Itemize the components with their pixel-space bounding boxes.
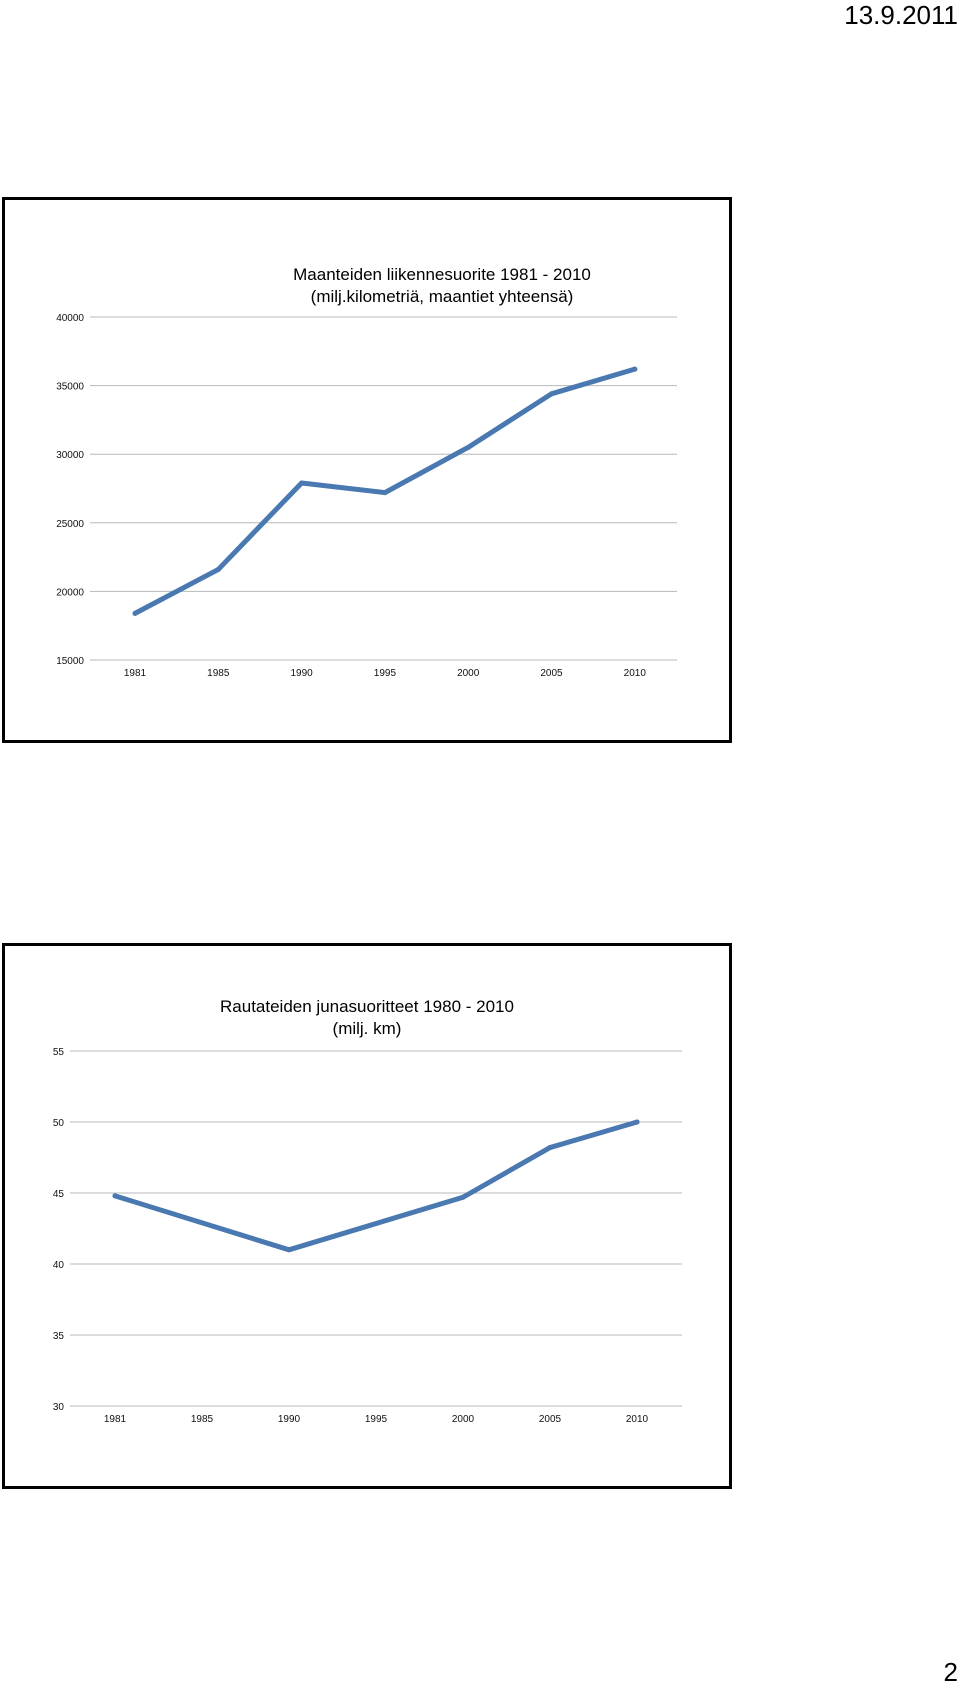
x-tick-label: 1981 <box>104 1414 127 1425</box>
chart-title: Rautateiden junasuoritteet 1980 - 2010 (… <box>5 996 729 1040</box>
x-tick-label: 2005 <box>539 1414 562 1425</box>
data-point <box>299 480 305 486</box>
y-tick-label: 30 <box>53 1402 65 1413</box>
x-tick-label: 1995 <box>365 1414 388 1425</box>
page-date: 13.9.2011 <box>844 0 958 30</box>
x-tick-label: 1985 <box>207 668 230 679</box>
data-point <box>382 490 388 496</box>
data-point <box>632 366 638 372</box>
chart-title-line-1: Rautateiden junasuoritteet 1980 - 2010 <box>220 997 514 1016</box>
x-tick-label: 2000 <box>452 1414 475 1425</box>
road-traffic-chart: Maanteiden liikennesuorite 1981 - 2010 (… <box>2 197 732 743</box>
x-tick-label: 1990 <box>278 1414 301 1425</box>
y-tick-label: 45 <box>53 1189 65 1200</box>
data-point <box>634 1119 640 1125</box>
y-tick-label: 50 <box>53 1118 65 1129</box>
data-point <box>549 391 554 397</box>
page-number: 2 <box>943 1657 958 1687</box>
y-tick-label: 40 <box>53 1260 65 1271</box>
x-tick-label: 2010 <box>624 668 647 679</box>
x-tick-label: 1995 <box>374 668 397 679</box>
y-tick-label: 40000 <box>56 313 84 324</box>
y-tick-label: 25000 <box>56 519 84 530</box>
y-tick-label: 20000 <box>56 587 84 598</box>
rail-traffic-plot: 30 35 40 45 50 55 1981 1985 1990 1995 2000 2005 2010 <box>53 1047 682 1425</box>
y-tick-label: 55 <box>53 1047 65 1058</box>
data-point <box>215 566 221 572</box>
y-tick-label: 35000 <box>56 382 84 393</box>
data-point <box>286 1247 292 1253</box>
data-point <box>547 1145 553 1151</box>
road-traffic-plot: 15000 20000 25000 30000 35000 40000 1981 1985 19… <box>56 313 677 679</box>
x-tick-label: 2005 <box>540 668 563 679</box>
x-tick-label: 1985 <box>191 1414 214 1425</box>
chart-title-line-1: Maanteiden liikennesuorite 1981 - 2010 <box>293 265 591 284</box>
chart-title-line-2: (milj.kilometriä, maantiet yhteensä) <box>310 287 574 306</box>
rail-traffic-chart: Rautateiden junasuoritteet 1980 - 2010 (… <box>2 943 732 1489</box>
chart-title: Maanteiden liikennesuorite 1981 - 2010 (… <box>5 264 729 308</box>
x-tick-label: 1990 <box>290 668 313 679</box>
data-point <box>132 610 138 616</box>
data-point <box>465 444 471 450</box>
x-tick-label: 2000 <box>457 668 480 679</box>
x-tick-label: 1981 <box>124 668 147 679</box>
series-line <box>112 1119 640 1253</box>
chart-title-line-2: (milj. km) <box>332 1019 402 1038</box>
y-tick-label: 30000 <box>56 450 84 461</box>
y-tick-label: 15000 <box>56 656 84 667</box>
x-tick-label: 2010 <box>626 1414 649 1425</box>
y-tick-label: 35 <box>53 1331 65 1342</box>
data-point <box>112 1193 118 1199</box>
data-point <box>460 1194 466 1200</box>
